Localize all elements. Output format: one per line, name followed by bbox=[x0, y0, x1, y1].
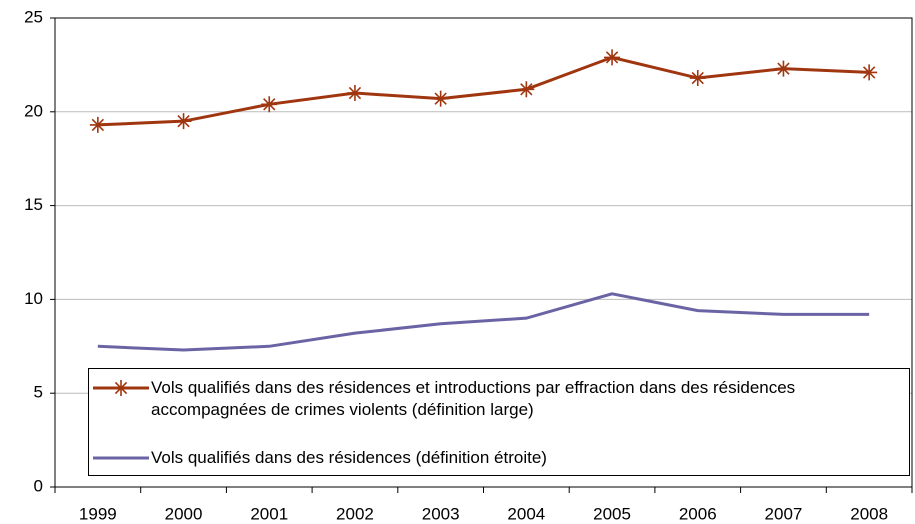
legend-symbol bbox=[93, 380, 149, 396]
y-tick-label: 0 bbox=[34, 476, 43, 495]
marker bbox=[861, 64, 878, 81]
marker bbox=[604, 49, 621, 66]
series-line bbox=[97, 292, 870, 352]
y-tick-label: 20 bbox=[24, 101, 43, 120]
x-tick-label: 2001 bbox=[250, 504, 288, 523]
marker bbox=[689, 70, 706, 87]
marker bbox=[432, 90, 449, 107]
marker bbox=[175, 113, 192, 130]
x-tick-label: 2003 bbox=[422, 504, 460, 523]
marker bbox=[518, 81, 535, 98]
x-tick-label: 2000 bbox=[165, 504, 203, 523]
y-tick-label: 10 bbox=[24, 289, 43, 308]
x-tick-label: 2005 bbox=[593, 504, 631, 523]
y-tick-label: 5 bbox=[34, 383, 43, 402]
marker bbox=[261, 96, 278, 113]
x-tick-label: 2006 bbox=[679, 504, 717, 523]
marker bbox=[113, 380, 129, 396]
series-line bbox=[97, 55, 870, 127]
x-tick-label: 2004 bbox=[507, 504, 545, 523]
y-tick-label: 15 bbox=[24, 195, 43, 214]
legend-label: Vols qualifiés dans des résidences (défi… bbox=[151, 448, 547, 467]
marker bbox=[89, 116, 106, 133]
legend: Vols qualifiés dans des résidences et in… bbox=[88, 368, 910, 476]
x-tick-label: 1999 bbox=[79, 504, 117, 523]
x-tick-label: 2008 bbox=[850, 504, 888, 523]
x-tick-label: 2007 bbox=[765, 504, 803, 523]
legend-label: Vols qualifiés dans des résidences et in… bbox=[151, 378, 796, 419]
marker bbox=[346, 85, 363, 102]
x-tick-label: 2002 bbox=[336, 504, 374, 523]
y-tick-label: 25 bbox=[24, 7, 43, 26]
legend-symbol bbox=[93, 456, 149, 460]
marker bbox=[775, 60, 792, 77]
